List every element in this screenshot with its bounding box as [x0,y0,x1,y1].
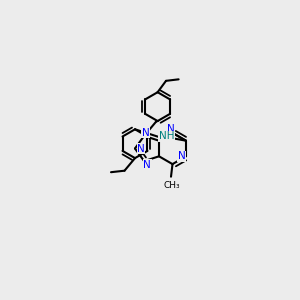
Text: N: N [178,151,185,161]
Text: N: N [167,124,175,134]
Text: N: N [143,160,151,170]
Text: CH₃: CH₃ [164,181,181,190]
Text: N: N [142,128,149,138]
Text: NH: NH [159,131,174,141]
Text: N: N [137,143,145,154]
